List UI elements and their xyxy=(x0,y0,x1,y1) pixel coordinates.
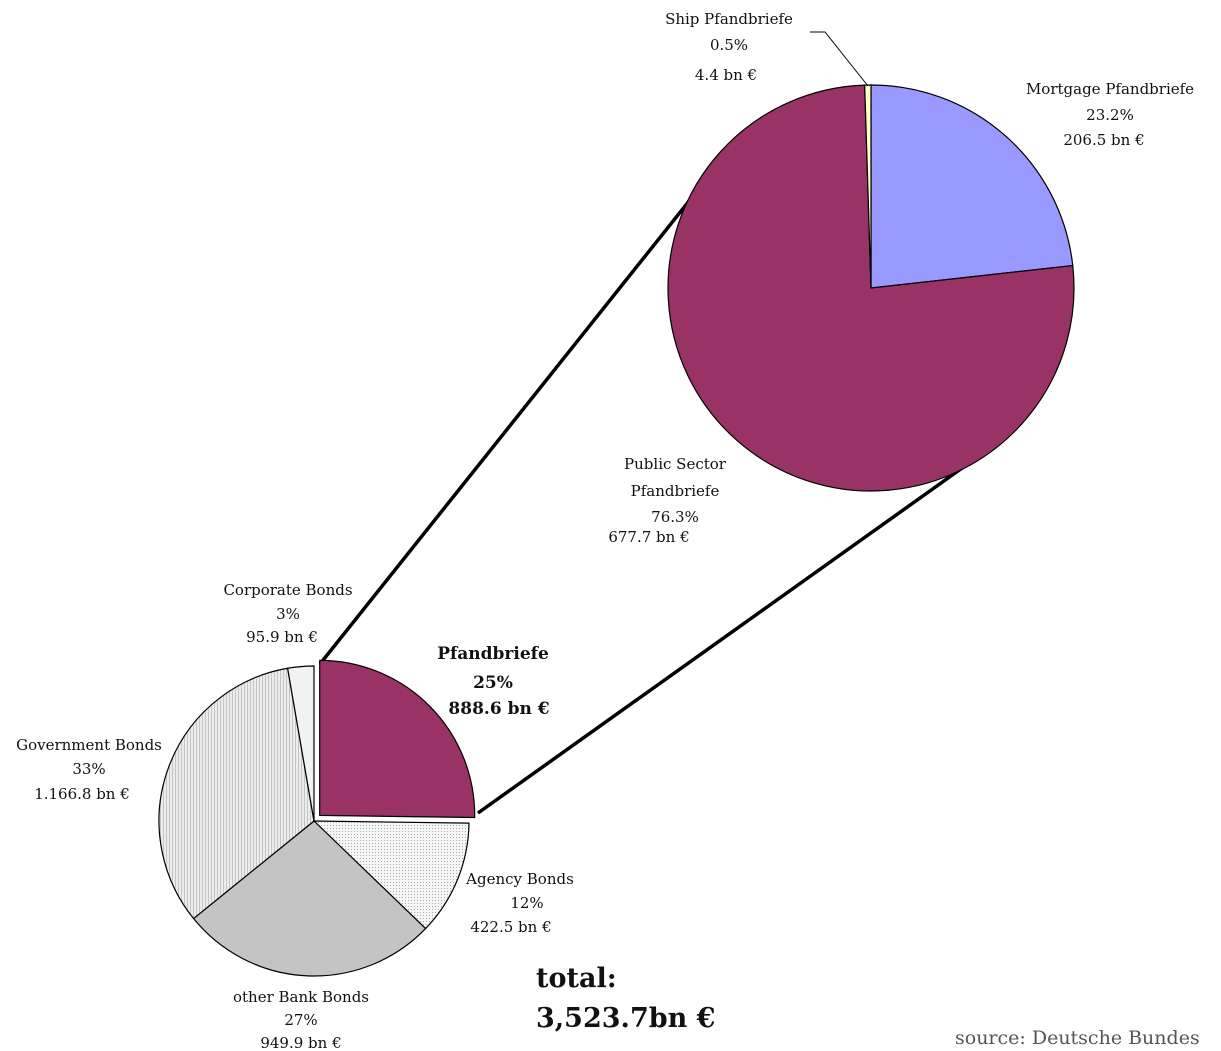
ship-pfandbriefe-value: 4.4 bn € xyxy=(695,66,757,84)
pfandbriefe-breakdown-pie xyxy=(667,84,1075,492)
other-bank-bonds-name: other Bank Bonds xyxy=(233,988,369,1006)
mortgage-pfandbriefe-percent: 23.2% xyxy=(1086,106,1134,124)
ship-pfandbriefe-name: Ship Pfandbriefe xyxy=(665,10,793,28)
label-public-sector-pfandbriefe: Public Sector Pfandbriefe 76.3% 677.7 bn… xyxy=(608,455,726,546)
government-bonds-name: Government Bonds xyxy=(16,736,162,754)
connector-line-lower xyxy=(476,444,995,815)
slice-other-bank-bonds xyxy=(192,820,427,977)
government-bonds-percent: 33% xyxy=(72,760,105,778)
government-bonds-value: 1.166.8 bn € xyxy=(34,785,130,803)
total-label: total: xyxy=(536,963,617,994)
label-ship-pfandbriefe: Ship Pfandbriefe 0.5% 4.4 bn € xyxy=(665,10,793,84)
source-note: source: Deutsche Bundes xyxy=(955,1027,1200,1049)
main-pie xyxy=(158,659,476,977)
corporate-bonds-percent: 3% xyxy=(276,605,300,623)
public-sector-pfandbriefe-value: 677.7 bn € xyxy=(608,528,689,546)
mortgage-pfandbriefe-name: Mortgage Pfandbriefe xyxy=(1026,80,1194,98)
agency-bonds-name: Agency Bonds xyxy=(465,870,574,888)
ship-pfandbriefe-percent: 0.5% xyxy=(710,36,748,54)
label-government-bonds: Government Bonds 33% 1.166.8 bn € xyxy=(16,736,162,803)
other-bank-bonds-value: 949.9 bn € xyxy=(260,1034,341,1051)
pfandbriefe-percent: 25% xyxy=(473,673,513,693)
slice-government-bonds xyxy=(158,667,315,920)
corporate-bonds-name: Corporate Bonds xyxy=(223,581,352,599)
label-pfandbriefe: Pfandbriefe 25% 888.6 bn € xyxy=(437,644,550,719)
slice-mortgage-pfandbriefe xyxy=(870,84,1074,289)
ship-pfandbriefe-leader-line xyxy=(810,31,869,87)
agency-bonds-value: 422.5 bn € xyxy=(470,918,551,936)
other-bank-bonds-percent: 27% xyxy=(284,1011,317,1029)
pfandbriefe-name: Pfandbriefe xyxy=(437,644,549,664)
total-block: total: 3,523.7bn € xyxy=(536,963,715,1034)
slice-public-sector-pfandbriefe xyxy=(667,84,1075,492)
pfandbriefe-value: 888.6 bn € xyxy=(448,699,549,719)
agency-bonds-percent: 12% xyxy=(510,894,543,912)
public-sector-pfandbriefe-name-line1: Public Sector xyxy=(624,455,727,473)
corporate-bonds-value: 95.9 bn € xyxy=(246,628,318,646)
label-corporate-bonds: Corporate Bonds 3% 95.9 bn € xyxy=(223,581,352,646)
slice-agency-bonds xyxy=(312,820,470,930)
total-value: 3,523.7bn € xyxy=(536,1003,715,1034)
mortgage-pfandbriefe-value: 206.5 bn € xyxy=(1063,131,1144,149)
slice-corporate-bonds xyxy=(286,665,315,822)
connector-line-upper xyxy=(318,164,719,666)
public-sector-pfandbriefe-name-line2: Pfandbriefe xyxy=(631,482,720,500)
connector-lines xyxy=(318,164,995,815)
label-mortgage-pfandbriefe: Mortgage Pfandbriefe 23.2% 206.5 bn € xyxy=(1026,80,1194,149)
label-agency-bonds: Agency Bonds 12% 422.5 bn € xyxy=(465,870,574,936)
public-sector-pfandbriefe-percent: 76.3% xyxy=(651,508,699,526)
label-other-bank-bonds: other Bank Bonds 27% 949.9 bn € xyxy=(233,988,369,1051)
slice-pfandbriefe xyxy=(319,659,476,819)
